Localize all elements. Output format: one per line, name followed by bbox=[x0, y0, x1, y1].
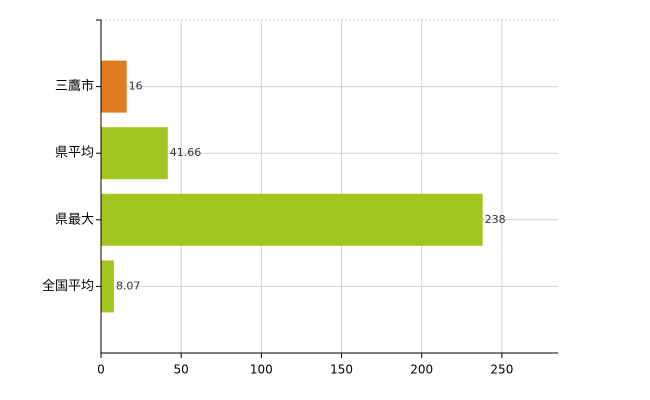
x-tick-label: 150 bbox=[330, 363, 353, 377]
x-tick-label: 200 bbox=[410, 363, 433, 377]
value-label: 41.66 bbox=[170, 146, 202, 159]
y-tick-label: 県最大 bbox=[55, 212, 94, 227]
value-label: 8.07 bbox=[116, 279, 140, 292]
y-tick-label: 三鷹市 bbox=[55, 78, 94, 94]
bar bbox=[101, 260, 114, 313]
x-tick-label: 0 bbox=[97, 363, 105, 377]
bar bbox=[101, 193, 483, 246]
bar bbox=[101, 60, 127, 113]
bar bbox=[101, 127, 168, 180]
value-label: 16 bbox=[129, 80, 143, 93]
x-tick-label: 100 bbox=[250, 363, 273, 377]
y-tick-label: 全国平均 bbox=[42, 278, 94, 294]
y-tick-label: 県平均 bbox=[55, 146, 94, 161]
value-label: 238 bbox=[485, 213, 506, 226]
x-tick-label: 50 bbox=[174, 363, 189, 377]
x-tick-label: 250 bbox=[490, 363, 513, 377]
